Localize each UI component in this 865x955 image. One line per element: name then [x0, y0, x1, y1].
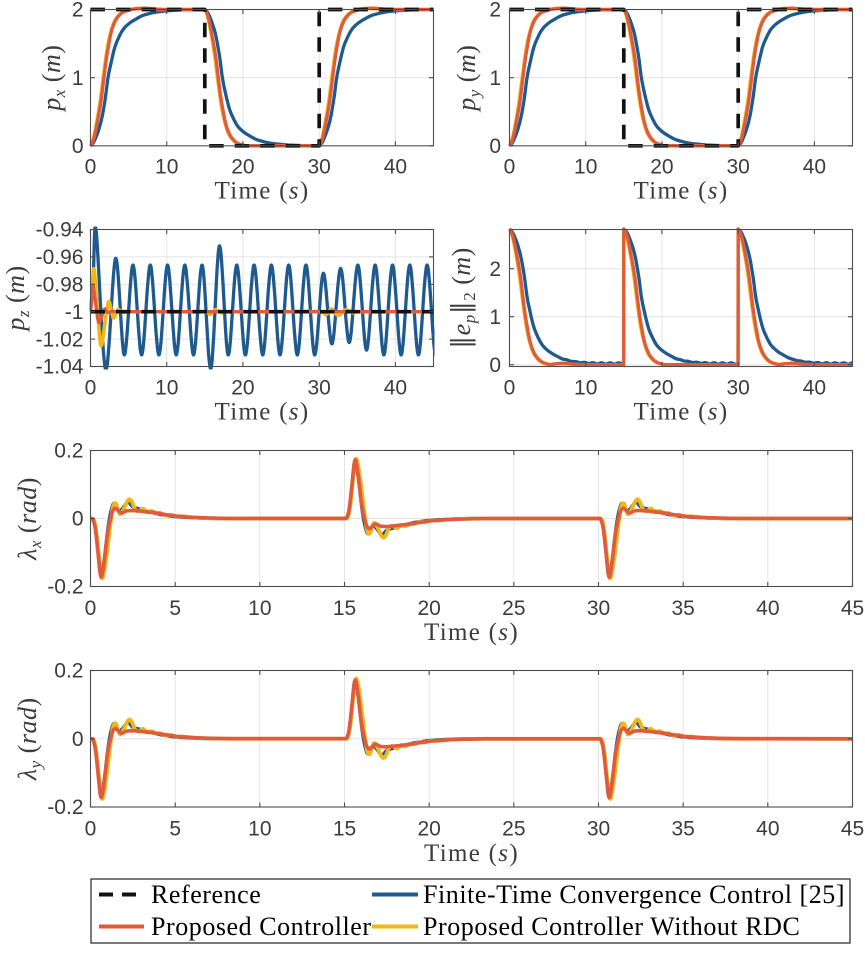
- svg-text:5: 5: [169, 597, 181, 620]
- svg-text:2: 2: [72, 0, 84, 22]
- svg-text:-1: -1: [65, 301, 84, 324]
- svg-text:10: 10: [574, 155, 597, 178]
- svg-text:Proposed Controller: Proposed Controller: [151, 912, 372, 941]
- svg-text:λy (rad): λy (rad): [13, 697, 45, 781]
- svg-text:0: 0: [85, 377, 97, 400]
- svg-text:20: 20: [231, 377, 254, 400]
- svg-text:30: 30: [726, 377, 749, 400]
- svg-text:40: 40: [384, 377, 407, 400]
- svg-text:0: 0: [72, 135, 84, 158]
- svg-text:15: 15: [333, 597, 356, 620]
- svg-text:Reference: Reference: [151, 880, 261, 909]
- svg-text:0: 0: [72, 508, 84, 531]
- svg-text:Time (s): Time (s): [424, 840, 519, 867]
- svg-text:-1.04: -1.04: [36, 356, 84, 379]
- svg-text:0.2: 0.2: [54, 660, 83, 683]
- svg-text:45: 45: [841, 597, 864, 620]
- svg-text:0: 0: [72, 728, 84, 751]
- svg-text:-0.96: -0.96: [36, 246, 84, 269]
- svg-text:0: 0: [504, 155, 516, 178]
- svg-text:1: 1: [489, 306, 501, 329]
- svg-text:0: 0: [504, 377, 516, 400]
- svg-text:Time (s): Time (s): [634, 178, 729, 205]
- svg-text:2: 2: [489, 0, 501, 22]
- svg-text:40: 40: [803, 377, 826, 400]
- svg-text:30: 30: [307, 377, 330, 400]
- svg-text:Time (s): Time (s): [215, 399, 310, 426]
- svg-text:35: 35: [671, 597, 694, 620]
- svg-text:30: 30: [307, 155, 330, 178]
- svg-text:20: 20: [650, 155, 673, 178]
- svg-text:10: 10: [155, 155, 178, 178]
- svg-text:Time (s): Time (s): [424, 619, 519, 646]
- svg-text:40: 40: [384, 155, 407, 178]
- svg-text:Proposed Controller Without RD: Proposed Controller Without RDC: [423, 912, 800, 941]
- svg-text:1: 1: [72, 67, 84, 90]
- svg-text:10: 10: [248, 597, 271, 620]
- svg-text:py (m): py (m): [452, 45, 484, 113]
- svg-text:-0.94: -0.94: [36, 219, 84, 242]
- svg-text:10: 10: [155, 377, 178, 400]
- svg-text:30: 30: [587, 597, 610, 620]
- svg-text:-0.98: -0.98: [36, 274, 84, 297]
- svg-text:15: 15: [333, 818, 356, 841]
- svg-text:20: 20: [417, 597, 440, 620]
- svg-text:px (m): px (m): [37, 45, 69, 113]
- svg-text:Finite-Time Convergence Contro: Finite-Time Convergence Control [25]: [423, 880, 845, 909]
- svg-text:0: 0: [85, 155, 97, 178]
- svg-text:30: 30: [587, 818, 610, 841]
- svg-text:0: 0: [85, 818, 97, 841]
- svg-text:0.2: 0.2: [54, 440, 83, 463]
- svg-text:20: 20: [650, 377, 673, 400]
- svg-text:0: 0: [85, 597, 97, 620]
- svg-text:30: 30: [726, 155, 749, 178]
- svg-text:2: 2: [489, 258, 501, 281]
- svg-text:40: 40: [803, 155, 826, 178]
- svg-text:-0.2: -0.2: [47, 796, 83, 819]
- svg-text:pz (m): pz (m): [1, 265, 33, 332]
- svg-text:20: 20: [417, 818, 440, 841]
- svg-text:25: 25: [502, 597, 525, 620]
- svg-text:λx (rad): λx (rad): [13, 477, 45, 561]
- svg-text:20: 20: [231, 155, 254, 178]
- svg-text:40: 40: [756, 597, 779, 620]
- svg-text:0: 0: [489, 354, 501, 377]
- svg-text:25: 25: [502, 818, 525, 841]
- svg-text:35: 35: [671, 818, 694, 841]
- svg-text:5: 5: [169, 818, 181, 841]
- svg-text:45: 45: [841, 818, 864, 841]
- svg-text:∥ep∥2 (m): ∥ep∥2 (m): [447, 247, 479, 349]
- svg-text:10: 10: [248, 818, 271, 841]
- svg-text:1: 1: [489, 67, 501, 90]
- svg-text:Time (s): Time (s): [634, 399, 729, 426]
- svg-text:-1.02: -1.02: [36, 328, 84, 351]
- svg-text:0: 0: [489, 135, 501, 158]
- svg-text:10: 10: [574, 377, 597, 400]
- svg-text:40: 40: [756, 818, 779, 841]
- svg-text:-0.2: -0.2: [47, 576, 83, 599]
- svg-text:Time (s): Time (s): [215, 178, 310, 205]
